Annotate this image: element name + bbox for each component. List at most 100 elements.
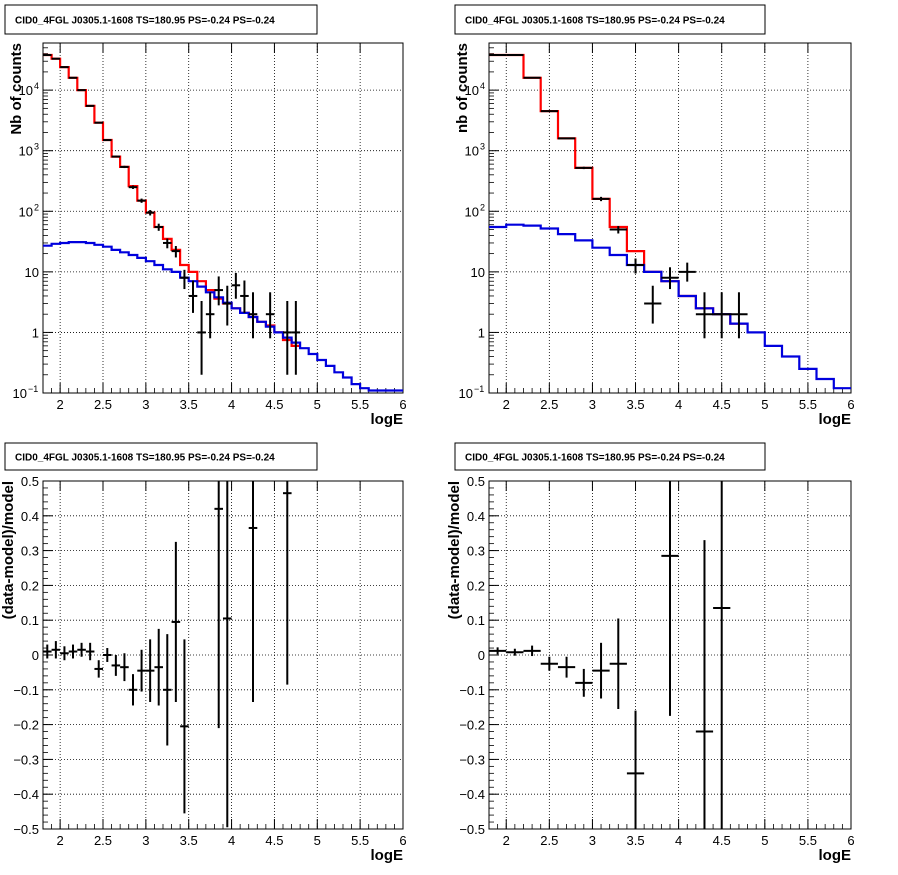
chart2-y-tick-label: −0.5 [13, 822, 39, 837]
chart3-y-tick-label: −0.4 [459, 787, 485, 802]
chart1-x-tick-label: 3 [589, 397, 596, 412]
chart1-x-axis-label: logE [819, 411, 852, 428]
chart2-x-tick-label: 5 [314, 833, 321, 848]
chart3-y-tick-label: 0.1 [467, 613, 485, 628]
chart2-x-tick-label: 3.5 [180, 833, 198, 848]
chart3-y-tick-label: −0.5 [459, 822, 485, 837]
chart-panel-top-right: CID0_4FGL J0305.1-1608 TS=180.95 PS=-0.2… [454, 4, 855, 428]
chart-panel-bottom-right: CID0_4FGL J0305.1-1608 TS=180.95 PS=-0.2… [446, 442, 855, 864]
chart3-x-axis-label: logE [819, 847, 852, 864]
chart0-plot-frame [42, 42, 404, 394]
chart3-y-tick-label: −0.3 [459, 752, 485, 767]
chart3-title: CID0_4FGL J0305.1-1608 TS=180.95 PS=-0.2… [465, 453, 725, 464]
chart3-x-tick-label: 3.5 [626, 833, 644, 848]
chart2-y-tick-label: 0.3 [21, 544, 39, 559]
chart0-y-tick-exponent: 2 [34, 202, 39, 212]
chart0-title-box [4, 4, 318, 35]
chart3-y-axis-label: (data-model)/model [446, 481, 463, 619]
chart1-y-tick-label: 10 [465, 204, 479, 219]
chart3-y-tick-label: −0.1 [459, 683, 485, 698]
chart0-x-tick-label: 3 [142, 397, 149, 412]
chart3-x-tick-label: 4 [675, 833, 682, 848]
chart0-y-tick-label: 1 [32, 325, 39, 340]
chart1-plot-frame [488, 42, 852, 394]
chart0-y-tick-label: 10 [19, 144, 33, 159]
chart0-title: CID0_4FGL J0305.1-1608 TS=180.95 PS=-0.2… [15, 16, 275, 27]
chart0-x-tick-label: 2.5 [94, 397, 112, 412]
chart2-y-tick-label: 0.1 [21, 613, 39, 628]
chart0-x-tick-label: 4 [228, 397, 235, 412]
chart2-title: CID0_4FGL J0305.1-1608 TS=180.95 PS=-0.2… [15, 453, 275, 464]
chart3-y-tick-label: 0.4 [467, 509, 485, 524]
chart3-y-tick-label: −0.2 [459, 718, 485, 733]
chart0-x-tick-label: 5.5 [351, 397, 369, 412]
chart1-y-tick-exponent: 2 [480, 202, 485, 212]
chart2-y-tick-label: −0.3 [13, 752, 39, 767]
chart0-x-axis-label: logE [371, 411, 404, 428]
chart1-y-tick-exponent: −1 [474, 384, 484, 394]
chart1-y-tick-exponent: 4 [480, 81, 485, 91]
chart1-x-tick-label: 4.5 [713, 397, 731, 412]
chart0-x-tick-label: 3.5 [180, 397, 198, 412]
chart1-x-tick-label: 5 [761, 397, 768, 412]
chart2-y-tick-label: 0.2 [21, 578, 39, 593]
chart3-x-tick-label: 6 [847, 833, 854, 848]
chart2-x-tick-label: 2 [57, 833, 64, 848]
chart0-y-tick-label: 10 [25, 265, 39, 280]
chart3-x-tick-label: 2 [503, 833, 510, 848]
chart1-x-tick-label: 4 [675, 397, 682, 412]
chart0-x-tick-label: 6 [399, 397, 406, 412]
chart1-y-tick-label: 10 [459, 386, 473, 401]
chart1-y-tick-label: 1 [478, 325, 485, 340]
chart2-x-tick-label: 6 [399, 833, 406, 848]
chart1-title: CID0_4FGL J0305.1-1608 TS=180.95 PS=-0.2… [465, 16, 725, 27]
chart2-y-tick-label: 0 [32, 648, 39, 663]
chart3-x-tick-label: 5.5 [799, 833, 817, 848]
chart1-x-tick-label: 6 [847, 397, 854, 412]
chart2-x-tick-label: 5.5 [351, 833, 369, 848]
chart2-y-tick-label: −0.4 [13, 787, 39, 802]
chart2-x-tick-label: 3 [142, 833, 149, 848]
chart-panel-bottom-left: CID0_4FGL J0305.1-1608 TS=180.95 PS=-0.2… [0, 442, 407, 864]
chart1-y-tick-label: 10 [465, 83, 479, 98]
chart2-y-axis-label: (data-model)/model [0, 481, 17, 619]
chart1-x-tick-label: 3.5 [626, 397, 644, 412]
chart0-y-tick-label: 10 [13, 386, 27, 401]
chart2-x-tick-label: 2.5 [94, 833, 112, 848]
chart3-y-tick-label: 0 [478, 648, 485, 663]
chart2-y-tick-label: 0.4 [21, 509, 39, 524]
chart3-title-box [454, 442, 766, 471]
chart2-x-tick-label: 4 [228, 833, 235, 848]
chart1-y-tick-label: 10 [471, 265, 485, 280]
chart0-y-tick-label: 10 [19, 204, 33, 219]
chart1-x-tick-label: 2 [503, 397, 510, 412]
chart2-y-tick-label: −0.1 [13, 683, 39, 698]
chart2-y-tick-label: −0.2 [13, 718, 39, 733]
chart1-x-tick-label: 2.5 [540, 397, 558, 412]
chart3-x-tick-label: 5 [761, 833, 768, 848]
chart0-y-axis-label: Nb of counts [8, 43, 25, 135]
chart3-x-tick-label: 2.5 [540, 833, 558, 848]
chart1-y-tick-label: 10 [465, 144, 479, 159]
chart2-y-tick-label: 0.5 [21, 474, 39, 489]
chart-panel-top-left: CID0_4FGL J0305.1-1608 TS=180.95 PS=-0.2… [4, 4, 407, 428]
chart2-title-box [4, 442, 318, 471]
chart2-x-axis-label: logE [371, 847, 404, 864]
chart0-x-tick-label: 2 [57, 397, 64, 412]
chart3-y-tick-label: 0.5 [467, 474, 485, 489]
chart0-y-tick-exponent: 3 [34, 142, 39, 152]
chart1-y-tick-exponent: 3 [480, 142, 485, 152]
chart3-x-tick-label: 4.5 [713, 833, 731, 848]
chart3-y-tick-label: 0.2 [467, 578, 485, 593]
chart3-y-tick-label: 0.3 [467, 544, 485, 559]
chart1-x-tick-label: 5.5 [799, 397, 817, 412]
chart3-x-tick-label: 3 [589, 833, 596, 848]
chart0-y-tick-label: 10 [19, 83, 33, 98]
chart0-x-tick-label: 4.5 [265, 397, 283, 412]
chart2-x-tick-label: 4.5 [265, 833, 283, 848]
chart0-y-tick-exponent: 4 [34, 81, 39, 91]
chart1-y-axis-label: nb of counts [454, 43, 471, 133]
chart1-title-box [454, 4, 766, 35]
chart0-x-tick-label: 5 [314, 397, 321, 412]
